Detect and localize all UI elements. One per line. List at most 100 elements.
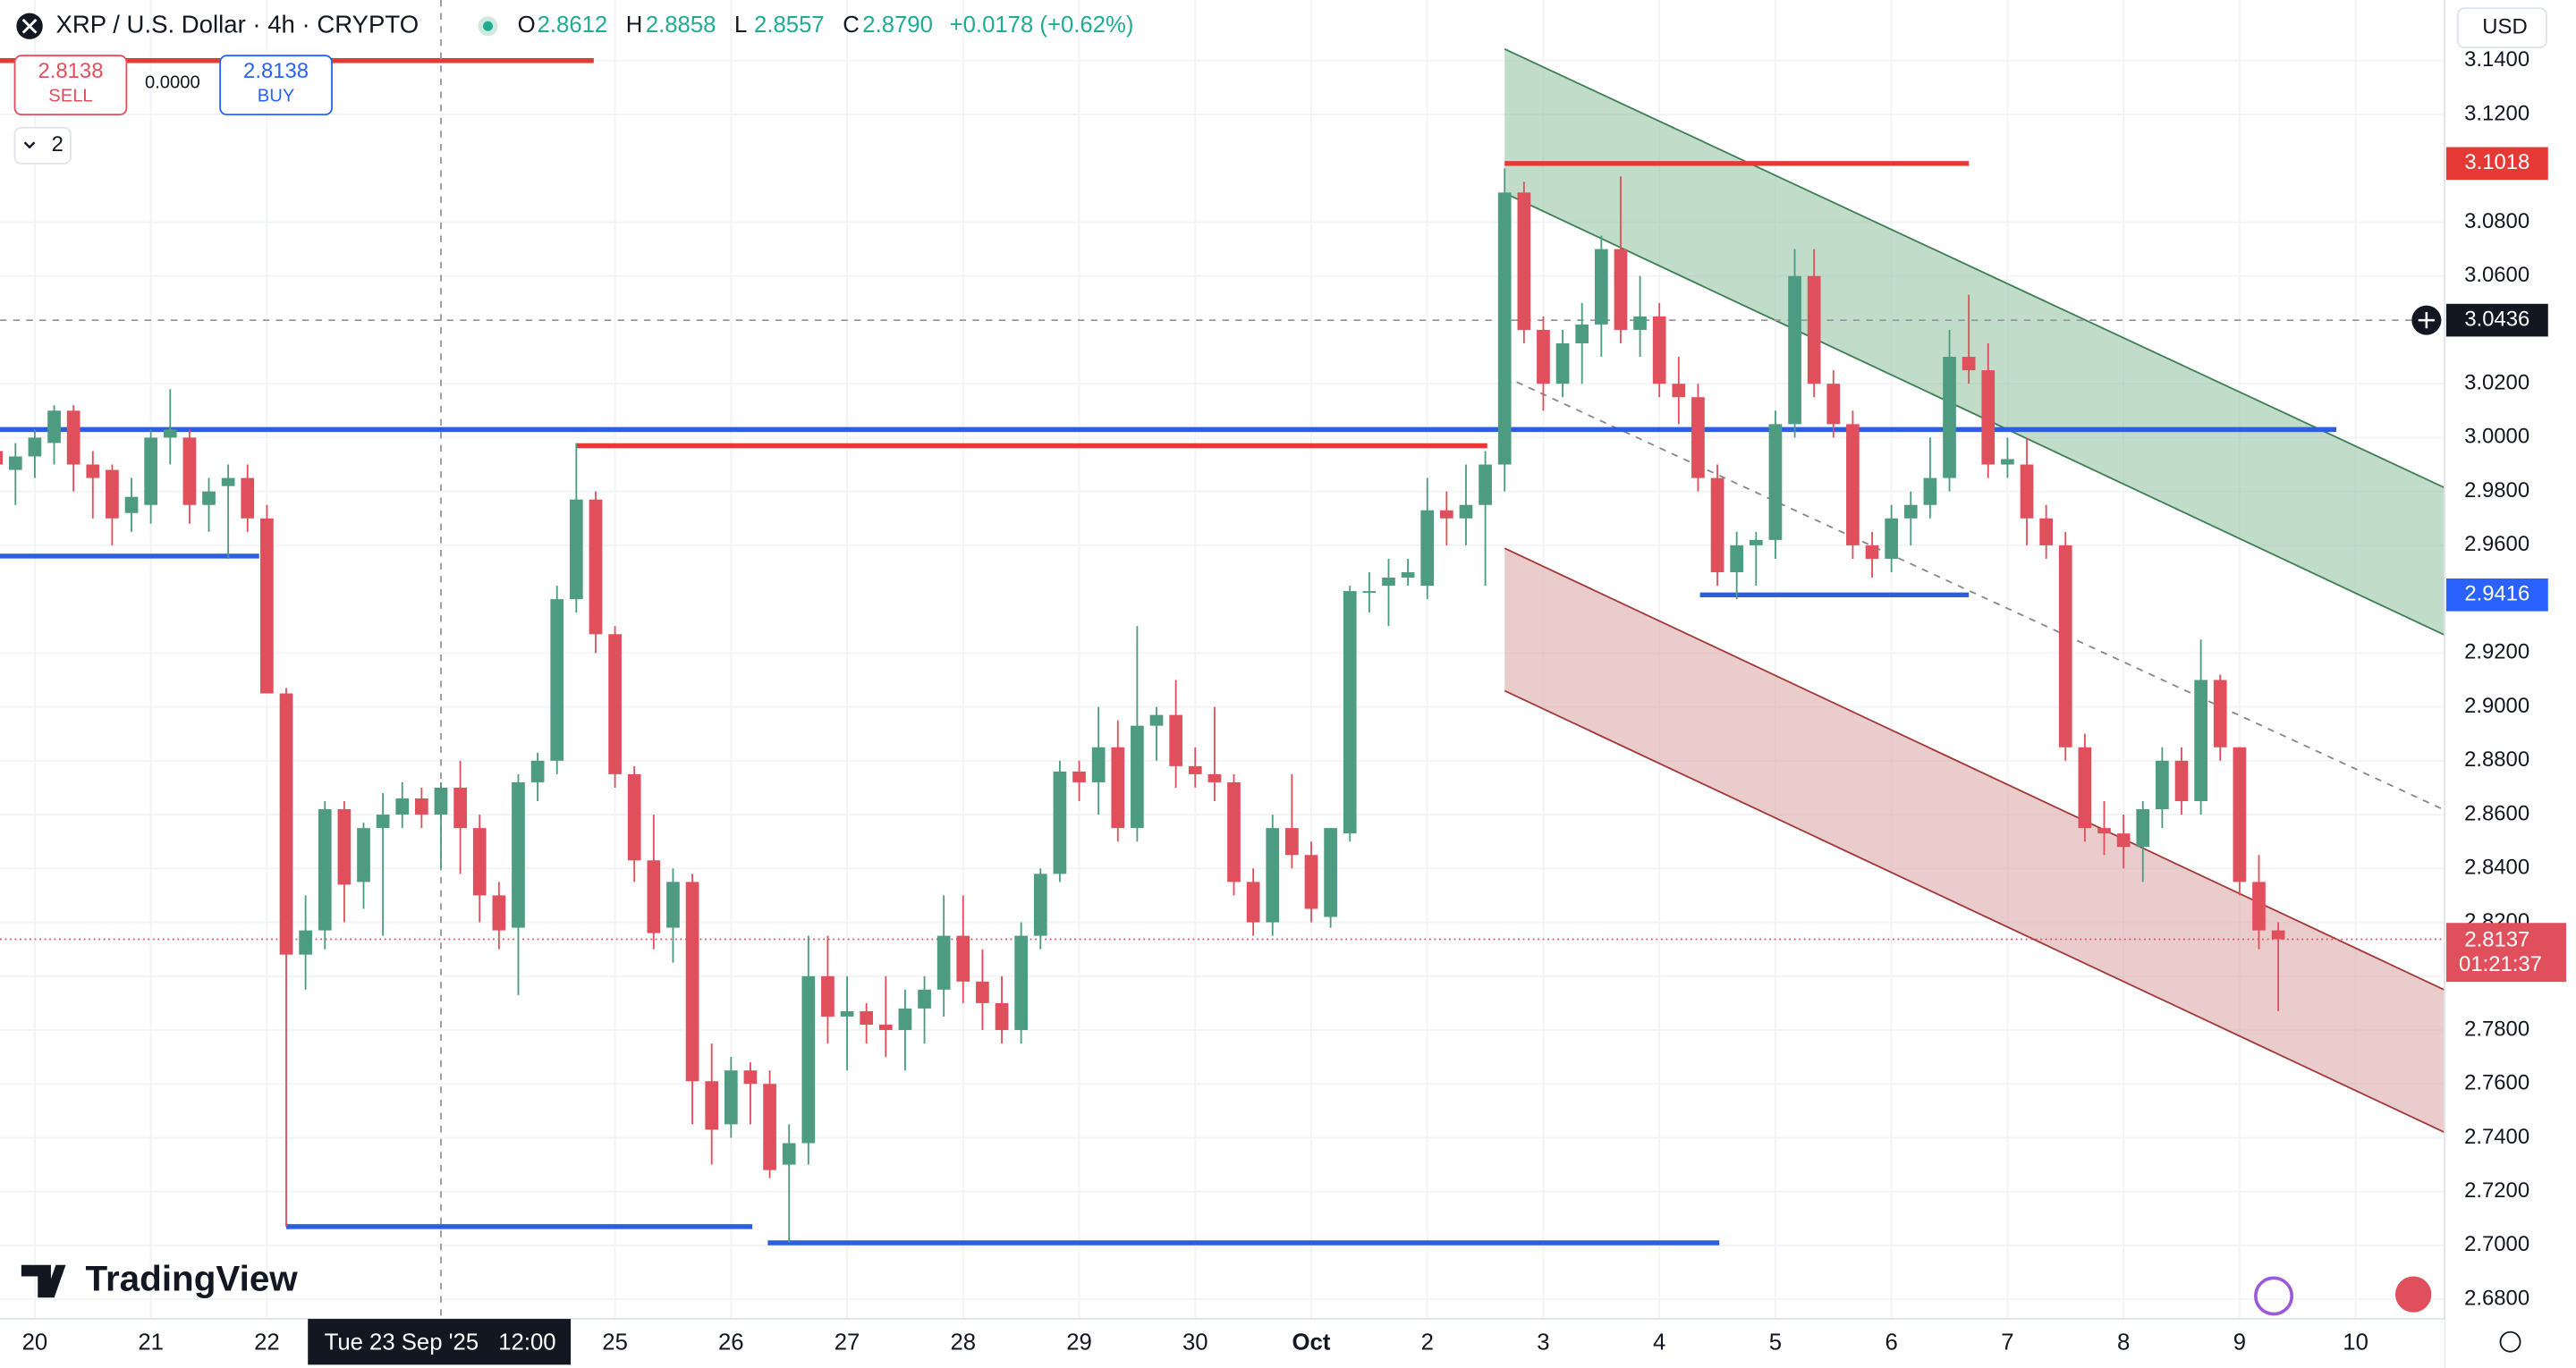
candle-body xyxy=(163,429,177,438)
candle-body xyxy=(1362,591,1377,593)
indicator-toggle[interactable] xyxy=(13,126,72,165)
candle-body xyxy=(2001,459,2014,465)
candle-body xyxy=(956,935,970,982)
legend-value: 2.8612 xyxy=(538,13,608,38)
y-tick-label: 2.9000 xyxy=(2464,694,2529,718)
legend-key: L xyxy=(734,13,747,38)
candle-body xyxy=(2058,545,2072,747)
x-tick-label: 28 xyxy=(950,1330,976,1355)
y-tick-label: 2.7800 xyxy=(2464,1017,2529,1041)
y-tick-label: 2.9200 xyxy=(2464,640,2529,664)
candle-body xyxy=(1943,357,1956,478)
candle-body xyxy=(1440,510,1453,519)
candle-body xyxy=(337,809,352,885)
settings-icon[interactable] xyxy=(2499,1330,2521,1353)
y-tick-label: 2.8600 xyxy=(2464,801,2529,825)
candle-body xyxy=(801,975,816,1144)
candle-body xyxy=(743,1070,758,1085)
candle-body xyxy=(763,1084,776,1170)
x-tick-label: 10 xyxy=(2343,1330,2368,1355)
x-tick-label: 30 xyxy=(1182,1330,1208,1355)
candle-body xyxy=(1614,249,1628,330)
candle-body xyxy=(1246,882,1260,923)
candle-body xyxy=(1266,828,1280,923)
candle-body xyxy=(2039,518,2053,545)
candle-body xyxy=(106,469,119,519)
sell-button[interactable] xyxy=(13,55,128,116)
y-tick-label: 3.0800 xyxy=(2464,209,2529,233)
candle-body xyxy=(1479,464,1492,505)
x-tick-label: 5 xyxy=(1769,1330,1782,1355)
candle-body xyxy=(66,410,80,465)
assistant-icon[interactable] xyxy=(2254,1276,2294,1316)
buy-button[interactable] xyxy=(219,55,333,116)
currency-button[interactable] xyxy=(2456,7,2547,48)
candle-body xyxy=(840,1010,854,1017)
candle-body xyxy=(1923,477,1937,505)
y-tick-label: 2.7200 xyxy=(2464,1178,2529,1203)
candle-body xyxy=(1749,539,1763,545)
candle-body xyxy=(1730,545,1744,573)
y-tick-label: 2.7600 xyxy=(2464,1071,2529,1095)
candle-body xyxy=(434,787,448,815)
candle-body xyxy=(299,930,312,955)
flag-icon[interactable] xyxy=(2394,1276,2432,1313)
candle-body xyxy=(2136,809,2150,848)
y-tick-label: 3.0200 xyxy=(2464,371,2529,395)
candle-body xyxy=(898,1008,912,1031)
x-tick-label: 3 xyxy=(1537,1330,1549,1355)
candle-body xyxy=(1169,714,1182,766)
y-tick-label: 2.7000 xyxy=(2464,1232,2529,1256)
candle-body xyxy=(608,634,622,774)
candle-body xyxy=(705,1081,719,1130)
candle-body xyxy=(86,464,100,478)
candle-body xyxy=(1903,504,1918,519)
candle-body xyxy=(1227,781,1241,882)
candle-body xyxy=(1091,747,1106,782)
candle-body xyxy=(1401,572,1415,578)
indicator-count: 2 xyxy=(52,132,64,156)
candle-body xyxy=(1497,192,1512,465)
price-label-box xyxy=(2445,578,2548,612)
buy-label: BUY xyxy=(258,86,295,106)
channel xyxy=(1504,548,2445,1133)
channel-edge xyxy=(1504,192,2445,637)
candle-body xyxy=(1208,773,1222,782)
candle-body xyxy=(1885,518,1899,559)
legend-key: C xyxy=(843,13,860,38)
y-tick-label: 2.9800 xyxy=(2464,478,2529,502)
channel xyxy=(1504,48,2445,636)
candle-body xyxy=(1575,324,1589,344)
candle-body xyxy=(1555,343,1570,384)
candle-body xyxy=(1149,714,1164,726)
candle-body xyxy=(1788,275,1801,425)
candle-body xyxy=(1633,316,1647,330)
sell-label: SELL xyxy=(48,86,92,106)
candle-body xyxy=(395,798,410,815)
candle-body xyxy=(1285,828,1299,856)
spread: 0.0000 xyxy=(145,73,200,93)
channel-midline xyxy=(1504,376,2445,811)
candle-body xyxy=(1691,397,1705,478)
candle-body xyxy=(492,895,506,931)
chevron xyxy=(23,141,36,149)
candle-body xyxy=(918,989,931,1009)
x-tick-label: 27 xyxy=(835,1330,860,1355)
buy-price: 2.8138 xyxy=(243,59,309,83)
candle-body xyxy=(995,1002,1009,1031)
candle-body xyxy=(512,781,525,928)
candle-body xyxy=(182,437,197,505)
candle-body xyxy=(2020,464,2034,519)
candle-body xyxy=(666,882,680,928)
plot-area xyxy=(0,0,2445,1320)
candle-body xyxy=(1033,874,1047,936)
x-tick-label: 2 xyxy=(1421,1330,1434,1355)
y-tick-label: 2.8800 xyxy=(2464,747,2529,772)
candle-body xyxy=(2271,930,2285,940)
legend-value: 2.8858 xyxy=(646,13,716,38)
candle-body xyxy=(1382,578,1395,587)
candle-body xyxy=(28,437,42,457)
candle-body xyxy=(1594,249,1608,325)
